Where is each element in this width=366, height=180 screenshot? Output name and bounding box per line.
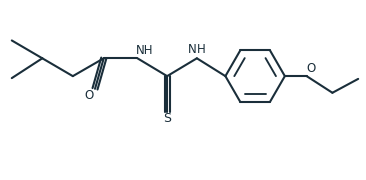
Text: NH: NH (136, 44, 153, 57)
Text: N: N (188, 44, 197, 57)
Text: O: O (85, 89, 94, 102)
Text: O: O (306, 62, 315, 75)
Text: H: H (197, 44, 205, 57)
Text: S: S (163, 112, 171, 125)
